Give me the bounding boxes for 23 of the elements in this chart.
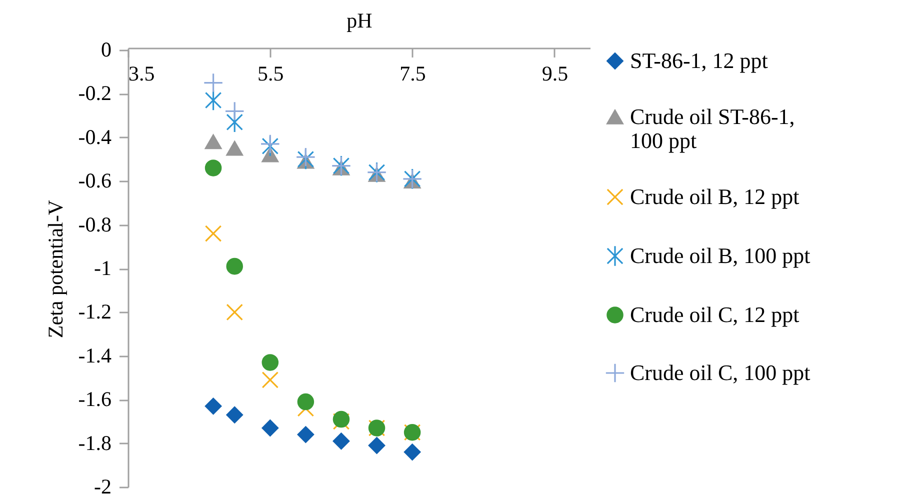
legend-label: Crude oil C, 100 ppt [630, 360, 810, 385]
y-axis-title: Zeta potential-V [43, 200, 68, 338]
y-tick-label: -0.4 [78, 124, 112, 149]
legend-label: ST-86-1, 12 ppt [630, 48, 768, 73]
legend-label: Crude oil B, 100 ppt [630, 243, 810, 268]
legend-label: Crude oil ST-86-1, 100 ppt [630, 104, 795, 153]
x-tick-label: 9.5 [542, 62, 568, 86]
y-tick-label: -1.8 [78, 430, 112, 455]
x-tick-label: 7.5 [400, 62, 426, 86]
x-tick-label: 3.5 [128, 62, 155, 86]
legend-label: Crude oil B, 12 ppt [630, 184, 800, 209]
x-axis-title: pH [346, 8, 372, 32]
y-tick-label: -0.6 [78, 168, 112, 193]
x-tick-label: 5.5 [258, 62, 284, 86]
y-tick-label: -0.8 [78, 212, 112, 236]
y-tick-label: -1.2 [78, 300, 112, 324]
y-tick-label: 0 [101, 38, 112, 62]
y-tick-label: -1.6 [78, 387, 112, 412]
y-tick-label: -2 [94, 474, 112, 498]
y-tick-label: -1 [94, 256, 112, 280]
y-tick-label: -1.4 [78, 343, 112, 368]
y-tick-label: -0.2 [78, 81, 112, 106]
legend-label: Crude oil C, 12 ppt [630, 302, 800, 327]
